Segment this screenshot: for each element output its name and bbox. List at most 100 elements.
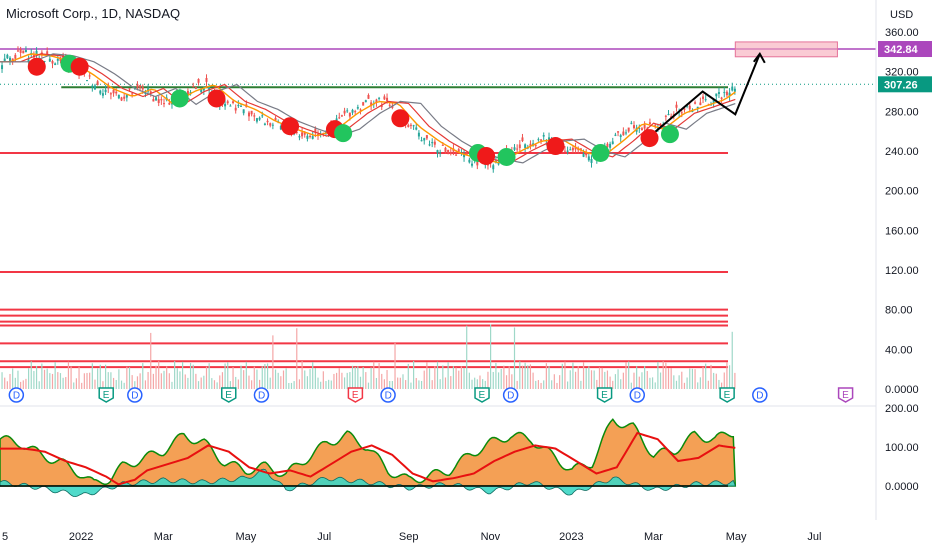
candle-body [625,132,628,134]
candle-body [22,50,25,54]
dividend-marker[interactable]: D [127,387,143,403]
projection-arrowhead [753,51,766,64]
candle-body [3,58,6,62]
oscillator-tick-label: 100.00 [885,442,919,454]
candle-body [101,93,104,96]
candle-body [417,132,420,137]
candle-body [354,111,357,113]
earnings-letter: E [601,390,608,401]
candle-body [298,136,301,138]
candle-body [112,89,115,94]
candle-body [492,165,495,170]
earnings-marker[interactable]: E [98,387,114,403]
oscillator-tick-label: 0.0000 [885,481,919,493]
dividend-letter: D [507,391,514,402]
candle-body [274,117,277,121]
candle-body [609,143,612,148]
candle-body [48,58,51,62]
candle-body [627,127,630,132]
earnings-marker[interactable]: E [719,387,735,403]
candle-body [19,49,22,53]
sell-signal [207,89,226,108]
candle-body [194,87,197,89]
ma-slow [0,53,736,164]
candle-body [486,164,489,166]
earnings-marker[interactable]: E [474,387,490,403]
dividend-marker[interactable]: D [253,387,270,403]
candle-body [263,123,266,125]
candle-body [197,79,200,83]
candle-body [311,136,314,139]
x-tick-label: 2022 [69,531,93,543]
candle-body [340,115,343,117]
dividend-marker[interactable]: D [380,387,396,403]
earnings-marker[interactable]: E [221,387,237,403]
candle-body [271,124,274,126]
candle-body [704,99,707,101]
candle-body [457,149,460,153]
dividend-icon [380,387,396,403]
candle-body [412,125,415,127]
earnings-marker[interactable]: E [347,387,364,403]
candle-body [638,127,641,129]
candle-body [712,99,715,104]
candle-body [611,141,614,145]
candle-body [96,81,99,86]
sell-signal [546,137,565,156]
price-tick-label: 320.00 [885,67,919,79]
sell-signal [27,57,46,76]
earnings-icon [719,387,735,403]
buy-signal [334,124,353,143]
dividend-marker[interactable]: D [8,387,25,403]
oscillator-tick-label: 200.00 [885,403,919,415]
candle-body [125,94,128,98]
candle-body [99,90,102,94]
earnings-letter: E [352,390,359,401]
x-tick-label: Jul [807,531,821,543]
sell-signal [281,117,300,136]
earnings-letter: E [724,390,731,401]
candle-body [696,106,699,109]
dividend-marker[interactable]: D [629,387,646,403]
candle-body [540,139,543,141]
candle-body [571,147,574,151]
oscillator-area [0,418,737,487]
candle-body [43,60,46,62]
dividend-icon [127,387,143,403]
candle-body [380,105,383,108]
candle-body [351,109,354,113]
candle-body [370,102,373,107]
price-tag-label: 342.84 [884,44,919,56]
earnings-marker[interactable]: E [596,387,613,403]
candle-body [444,147,447,152]
earnings-icon [474,387,490,403]
candle-body [56,58,59,61]
candle-body [447,149,450,153]
candle-body [46,51,49,55]
projection-path [652,53,761,134]
candle-body [240,105,243,107]
candle-body [386,97,389,102]
dividend-marker[interactable]: D [502,387,519,403]
candle-body [449,152,452,154]
candle-body [471,163,474,166]
candle-body [367,95,370,99]
candle-body [378,97,381,99]
candle-body [516,148,519,150]
candle-body [247,112,250,117]
buy-signal [660,125,679,144]
candle-body [717,92,720,95]
dividend-marker[interactable]: D [752,387,768,403]
candle-body [192,86,195,88]
earnings-marker[interactable]: E [837,387,854,403]
price-tick-label: 80.00 [885,305,913,317]
candle-body [513,147,516,150]
ma-mid [0,53,736,164]
candle-body [338,117,341,119]
dividend-letter: D [634,391,641,402]
candle-body [232,101,235,104]
candle-body [524,144,527,148]
earnings-icon [98,387,114,403]
candle-body [343,110,346,114]
